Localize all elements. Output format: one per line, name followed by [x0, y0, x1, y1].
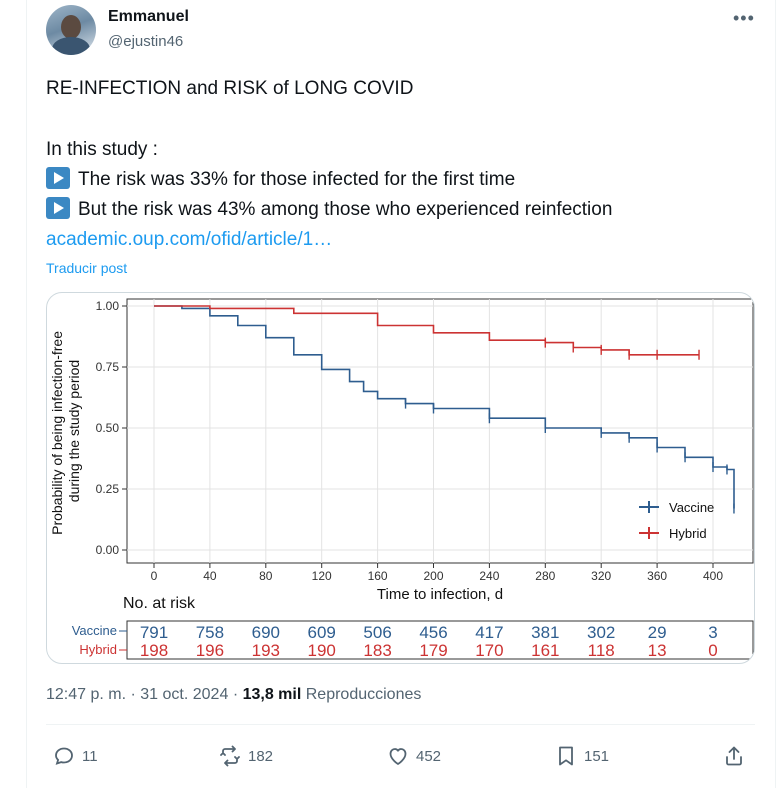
legend: Vaccine Hybrid: [639, 500, 714, 541]
post-meta: 12:47 p. m. · 31 oct. 2024 · 13,8 mil Re…: [46, 686, 421, 704]
bookmark-icon: [559, 746, 573, 766]
risk-value-hybrid: 13: [648, 641, 667, 660]
risk-value-hybrid: 118: [588, 641, 615, 660]
series-line-hybrid: [154, 305, 699, 356]
y-tick-label: 0.75: [96, 360, 120, 374]
risk-value-hybrid: 196: [196, 641, 224, 660]
y-ticks: 0.00 0.25 0.50 0.75 1.00: [96, 299, 127, 557]
risk-value-hybrid: 193: [252, 641, 280, 660]
play-arrow-icon: [46, 167, 70, 189]
divider: [46, 724, 755, 725]
avatar-body: [52, 37, 90, 55]
user-handle[interactable]: @ejustin46: [108, 33, 184, 50]
risk-table-values: 791 758 690 609 506 456 417 381 302 29 3 198 196 193 1…: [140, 623, 718, 660]
heart-icon: [389, 748, 407, 765]
risk-value-hybrid: 161: [531, 641, 559, 660]
risk-value-vaccine: 3: [708, 623, 717, 642]
x-tick-label: 200: [423, 569, 443, 583]
repost-icon: [220, 745, 240, 767]
meta-separator: ·: [130, 686, 136, 703]
chart-image[interactable]: 0.00 0.25 0.50 0.75 1.00 0 40 80 120 160 200 240 28…: [46, 292, 755, 664]
x-tick-label: 360: [647, 569, 667, 583]
bullet-2-text: But the risk was 43% among those who exp…: [78, 199, 613, 220]
reply-count: 11: [82, 747, 98, 765]
post-line-intro: In this study :: [46, 139, 158, 160]
grid-lines: [127, 299, 753, 563]
risk-table-title: No. at risk: [123, 595, 196, 612]
y-tick-label: 0.25: [96, 482, 120, 496]
x-tick-label: 280: [535, 569, 555, 583]
x-tick-label: 40: [203, 569, 217, 583]
risk-value-vaccine: 456: [419, 623, 447, 642]
y-tick-label: 0.50: [96, 421, 120, 435]
risk-value-hybrid: 198: [140, 641, 168, 660]
post-title: RE-INFECTION and RISK of LONG COVID: [46, 78, 414, 99]
y-tick-label: 1.00: [96, 299, 120, 313]
bullet-1-text: The risk was 33% for those infected for …: [78, 169, 516, 190]
like-count: 452: [416, 747, 442, 765]
risk-value-vaccine: 29: [648, 623, 667, 642]
share-icon: [726, 746, 742, 766]
user-avatar[interactable]: [46, 5, 96, 55]
x-tick-label: 320: [591, 569, 611, 583]
legend-hybrid-label: Hybrid: [669, 526, 707, 541]
bookmark-button[interactable]: 151: [554, 744, 609, 768]
risk-value-hybrid: 0: [708, 641, 717, 660]
km-chart: 0.00 0.25 0.50 0.75 1.00 0 40 80 120 160 200 240 28…: [49, 298, 754, 660]
x-ticks: 0 40 80 120 160 200 240 280 320 360 400: [151, 563, 723, 583]
risk-table-box: [126, 620, 754, 660]
post-time[interactable]: 12:47 p. m.: [46, 686, 127, 703]
risk-value-vaccine: 381: [531, 623, 559, 642]
series-lines: [154, 305, 735, 514]
repost-button[interactable]: 182: [218, 744, 273, 768]
repost-count: 182: [248, 747, 274, 765]
risk-value-vaccine: 417: [475, 623, 503, 642]
risk-row-label-hybrid: Hybrid: [79, 642, 117, 657]
plot-panel: [126, 298, 754, 564]
meta-separator: ·: [232, 686, 239, 703]
risk-value-hybrid: 190: [308, 641, 336, 660]
reply-button[interactable]: 11: [52, 744, 98, 768]
x-axis-label: Time to infection, d: [377, 586, 503, 603]
display-name[interactable]: Emmanuel: [108, 8, 189, 25]
article-link[interactable]: academic.oup.com/ofid/article/1…: [46, 229, 333, 250]
risk-row-label-vaccine: Vaccine: [72, 623, 117, 638]
risk-value-vaccine: 791: [140, 623, 168, 642]
x-tick-label: 400: [703, 569, 723, 583]
x-tick-label: 240: [479, 569, 499, 583]
y-tick-label: 0.00: [96, 543, 120, 557]
translate-link[interactable]: Traducir post: [46, 260, 128, 276]
risk-value-vaccine: 609: [308, 623, 336, 642]
post-date[interactable]: 31 oct. 2024: [140, 686, 229, 703]
risk-value-vaccine: 758: [196, 623, 224, 642]
x-tick-label: 80: [259, 569, 273, 583]
share-button[interactable]: [722, 744, 746, 768]
risk-value-hybrid: 183: [363, 641, 391, 660]
x-tick-label: 0: [151, 569, 158, 583]
post-bullet-2: But the risk was 43% among those who exp…: [46, 197, 612, 222]
more-icon[interactable]: •••: [733, 8, 755, 28]
risk-value-hybrid: 179: [419, 641, 447, 660]
risk-value-vaccine: 302: [587, 623, 615, 642]
legend-vaccine-label: Vaccine: [669, 500, 714, 515]
risk-value-hybrid: 170: [475, 641, 503, 660]
views-count: 13,8 mil: [242, 686, 302, 703]
post-bullet-1: The risk was 33% for those infected for …: [46, 167, 515, 192]
risk-value-vaccine: 690: [252, 623, 280, 642]
reply-icon: [55, 747, 73, 765]
risk-value-vaccine: 506: [363, 623, 391, 642]
bookmark-count: 151: [584, 747, 610, 765]
y-axis-label: Probability of being infection-free duri…: [49, 327, 82, 535]
post-frame: [26, 0, 776, 788]
action-bar: 11 182 452 151: [46, 744, 755, 774]
play-arrow-icon: [46, 197, 70, 219]
x-tick-label: 120: [312, 569, 332, 583]
x-tick-label: 160: [368, 569, 388, 583]
views-label: Reproducciones: [305, 686, 422, 703]
like-button[interactable]: 452: [386, 744, 441, 768]
avatar-head: [61, 15, 81, 39]
